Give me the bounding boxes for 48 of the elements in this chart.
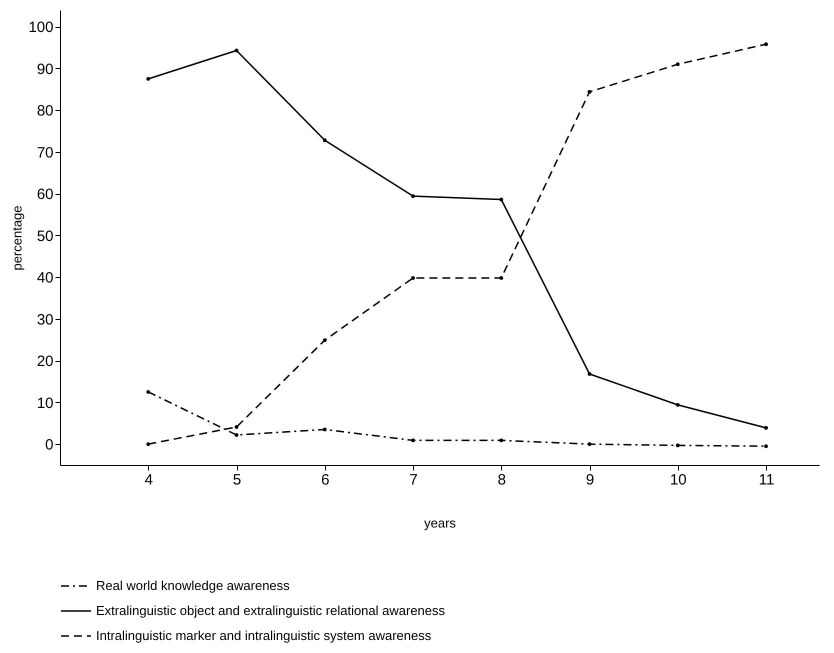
y-tick-label: 90 xyxy=(36,60,54,78)
point xyxy=(146,442,150,446)
y-tick-label: 40 xyxy=(36,270,54,287)
legend-label: Real world knowledge awareness xyxy=(96,578,290,593)
point xyxy=(499,438,504,442)
point xyxy=(764,426,768,430)
point xyxy=(676,444,680,448)
x-axis-title: years xyxy=(424,516,456,530)
y-tick-label: 100 xyxy=(28,19,54,36)
y-tick-label: 20 xyxy=(36,353,54,370)
legend-label: Intralinguistic marker and intralinguistic system awareness xyxy=(96,628,432,643)
x-tick-label: 11 xyxy=(758,472,774,488)
point xyxy=(676,62,680,66)
point xyxy=(499,276,504,280)
y-tick-label: 50 xyxy=(36,228,54,245)
point xyxy=(322,428,327,432)
y-axis-title: percentage xyxy=(9,205,24,271)
point xyxy=(411,438,415,442)
point xyxy=(499,198,504,202)
x-tick-label: 5 xyxy=(232,472,242,488)
y-tick-label: 70 xyxy=(36,144,54,162)
point xyxy=(146,77,150,81)
y-tick-label: 0 xyxy=(45,436,54,454)
x-tick-label: 6 xyxy=(321,472,330,488)
point xyxy=(234,48,238,52)
y-tick-label: 10 xyxy=(36,394,54,412)
x-tick-label: 9 xyxy=(586,472,594,488)
point xyxy=(588,372,592,376)
x-tick-label: 8 xyxy=(498,472,506,488)
point xyxy=(764,444,768,448)
point xyxy=(411,276,415,280)
point xyxy=(234,425,238,429)
point xyxy=(764,42,768,46)
y-tick-label: 80 xyxy=(36,102,54,120)
point xyxy=(322,338,327,342)
x-tick-label: 10 xyxy=(670,472,687,488)
y-tick-label: 60 xyxy=(36,186,54,204)
y-tick-label: 30 xyxy=(36,311,54,328)
point xyxy=(322,138,327,142)
point xyxy=(676,403,680,407)
point xyxy=(588,90,592,94)
point xyxy=(588,442,592,446)
point xyxy=(411,194,415,198)
x-tick-label: 7 xyxy=(409,472,418,488)
x-tick-label: 4 xyxy=(144,472,153,488)
legend-label: Extralinguistic object and extralinguistic relational awareness xyxy=(96,603,446,618)
point xyxy=(234,433,238,437)
point xyxy=(146,390,150,394)
